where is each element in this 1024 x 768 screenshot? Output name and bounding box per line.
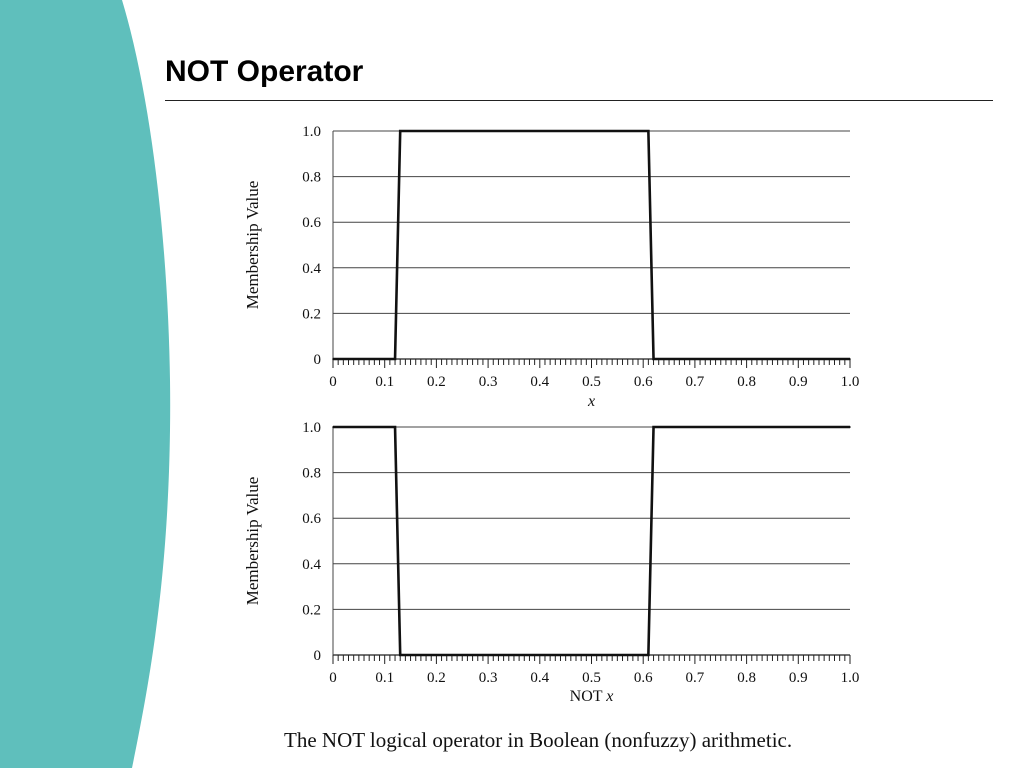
data-point [399, 130, 402, 132]
x-tick-label: 1.0 [841, 670, 860, 686]
x-tick-label: 0.9 [789, 670, 808, 686]
y-tick-label: 0.8 [302, 466, 321, 482]
x-tick-label: 0.1 [375, 670, 394, 686]
y-tick-label: 0.8 [302, 170, 321, 186]
data-point [332, 426, 334, 428]
figure-caption: The NOT logical operator in Boolean (non… [284, 728, 793, 752]
y-tick-label: 0.2 [302, 602, 321, 618]
x-axis-label: NOT x [570, 688, 614, 705]
y-tick-label: 1.0 [302, 124, 321, 140]
data-point [332, 358, 334, 360]
x-tick-label: 0.3 [479, 374, 498, 390]
x-tick-label: 0.6 [634, 374, 653, 390]
y-tick-label: 0 [314, 648, 322, 664]
data-point [399, 654, 402, 656]
x-tick-label: 0.4 [530, 374, 549, 390]
y-tick-label: 0.6 [302, 215, 321, 231]
title-divider [165, 100, 993, 101]
y-axis-label: Membership Value [243, 477, 262, 606]
y-axis-label: Membership Value [243, 181, 262, 310]
x-tick-label: 0.1 [375, 374, 394, 390]
x-tick-label: 0 [329, 670, 337, 686]
y-tick-label: 0.4 [302, 261, 321, 277]
series-line [333, 425, 850, 657]
x-tick-label: 0.6 [634, 670, 653, 686]
x-axis-label: x [587, 393, 595, 410]
y-tick-label: 0 [314, 352, 322, 368]
x-tick-label: 0.2 [427, 374, 446, 390]
x-tick-label: 0 [329, 374, 337, 390]
data-point [849, 358, 851, 360]
data-point [652, 358, 655, 360]
data-point [849, 426, 851, 428]
x-tick-label: 0.7 [686, 374, 705, 390]
data-point [647, 130, 650, 132]
y-tick-label: 1.0 [302, 420, 321, 436]
x-tick-label: 0.8 [737, 670, 756, 686]
data-point [652, 426, 655, 428]
x-tick-label: 0.4 [530, 670, 549, 686]
y-tick-label: 0.6 [302, 511, 321, 527]
slide-title: NOT Operator [165, 55, 364, 88]
data-point [394, 426, 396, 428]
series-line [333, 129, 850, 361]
y-tick-label: 0.2 [302, 306, 321, 322]
y-tick-label: 0.4 [302, 557, 321, 573]
x-tick-label: 0.5 [582, 374, 601, 390]
x-tick-label: 0.5 [582, 670, 601, 686]
x-tick-label: 0.7 [686, 670, 705, 686]
data-point [394, 358, 396, 360]
x-tick-label: 0.8 [737, 374, 756, 390]
x-tick-label: 0.2 [427, 670, 446, 686]
x-tick-label: 1.0 [841, 374, 860, 390]
band-shape [0, 0, 171, 768]
x-tick-label: 0.9 [789, 374, 808, 390]
data-point [647, 654, 650, 656]
x-tick-label: 0.3 [479, 670, 498, 686]
